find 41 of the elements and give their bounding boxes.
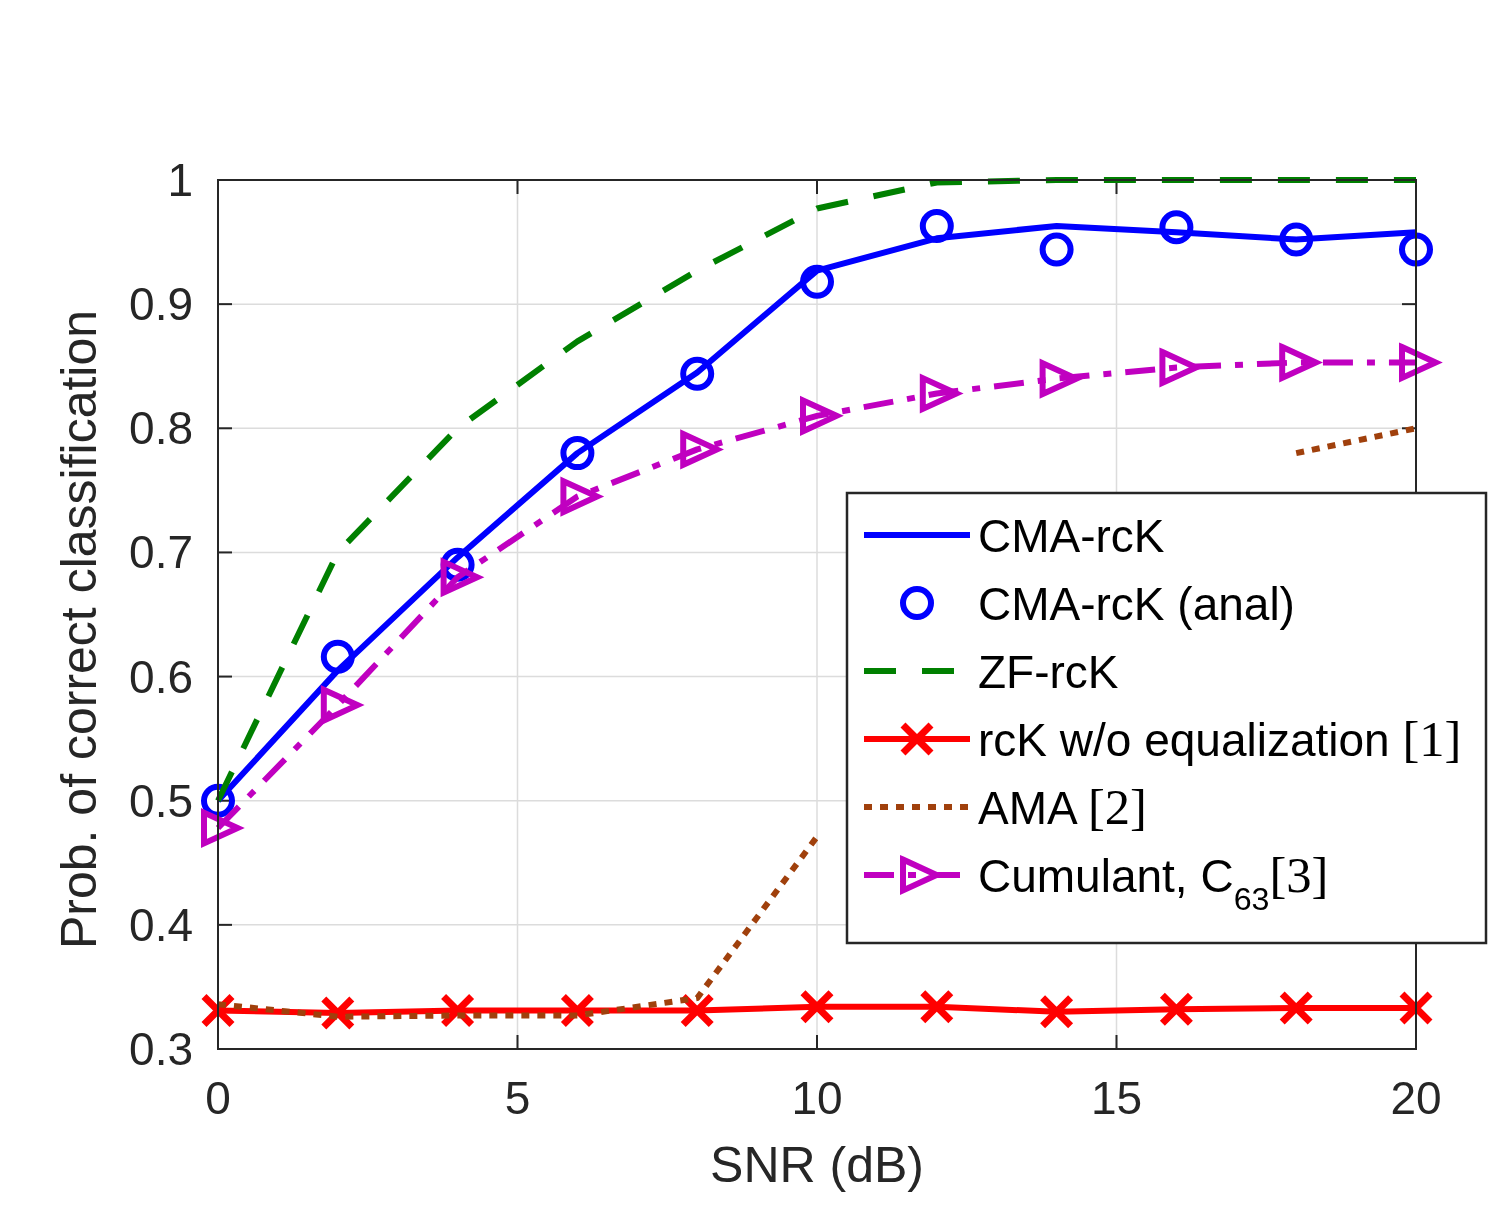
- y-tick-label: 0.6: [129, 650, 193, 703]
- y-tick-label: 0.8: [129, 402, 193, 455]
- point: [560, 436, 595, 471]
- y-tick-label: 0.7: [129, 526, 193, 579]
- point: [320, 639, 355, 674]
- x-axis-title: SNR (dB): [710, 1137, 924, 1193]
- point: [679, 993, 715, 1029]
- point: [1399, 232, 1433, 267]
- point: [320, 995, 356, 1031]
- legend-label: CMA-rcK: [978, 510, 1165, 562]
- x-tick-label: 20: [1390, 1072, 1442, 1124]
- x-tick-label: 5: [504, 1072, 531, 1124]
- point: [440, 993, 476, 1029]
- point: [680, 356, 715, 391]
- legend-label: AMA [2]: [978, 779, 1147, 835]
- y-tick-label: 0.9: [129, 278, 193, 331]
- y-tick-label: 0.3: [129, 1023, 193, 1075]
- point: [1158, 991, 1194, 1027]
- point: [919, 208, 954, 243]
- point: [1039, 994, 1075, 1030]
- y-tick-label: 0.4: [129, 898, 193, 951]
- point: [1279, 222, 1314, 257]
- x-tick-label: 0: [205, 1072, 231, 1124]
- point: [559, 993, 595, 1029]
- y-tick-label: 0.5: [129, 774, 193, 827]
- point: [1159, 210, 1194, 245]
- y-axis-title: Prob. of correct classification: [51, 309, 107, 950]
- point: [1039, 232, 1074, 267]
- point: [800, 264, 834, 299]
- point: [1278, 990, 1314, 1026]
- legend-label: CMA-rcK (anal): [978, 578, 1295, 630]
- y-tick-label: 1: [167, 154, 193, 206]
- x-tick-label: 10: [791, 1072, 843, 1124]
- legend-label: ZF-rcK: [978, 646, 1119, 698]
- x-tick-label: 15: [1090, 1072, 1143, 1124]
- point: [1398, 990, 1434, 1026]
- legend-label: rcK w/o equalization [1]: [978, 711, 1462, 767]
- point: [200, 993, 236, 1029]
- point: [799, 989, 835, 1025]
- point: [919, 989, 955, 1025]
- legend-label: Cumulant, C$_{63}$[3]: [978, 847, 1329, 917]
